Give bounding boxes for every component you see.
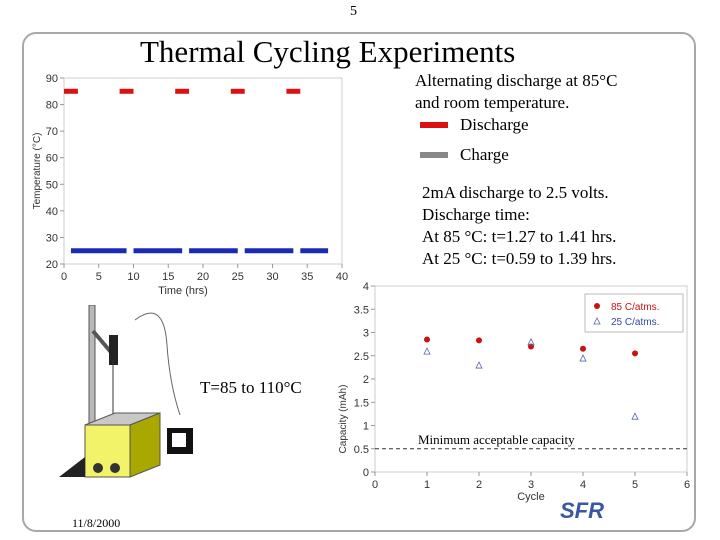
specs-block: 2mA discharge to 2.5 volts. Discharge ti… [422, 182, 616, 270]
y-tick-label: 0 [363, 467, 369, 479]
y-tick-label: 30 [46, 232, 58, 244]
plot-area [63, 77, 343, 265]
y-tick-label: 60 [46, 153, 58, 165]
y-tick-label: 0.5 [354, 444, 369, 456]
oven-front [84, 424, 131, 478]
y-tick-label: 3 [363, 328, 369, 340]
x-tick-label: 4 [580, 479, 586, 491]
point-25c [579, 354, 587, 362]
y-axis-label: Capacity (mAh) [338, 385, 349, 454]
x-tick-label: 5 [632, 479, 638, 491]
x-axis-label: Cycle [517, 491, 545, 503]
slide-title: Thermal Cycling Experiments [140, 34, 516, 69]
description-line-1: Alternating discharge at 85°C [415, 71, 618, 90]
y-tick-label: 90 [46, 73, 58, 85]
knob-right [110, 463, 120, 473]
legend-label-85c: 85 C/atms. [611, 302, 659, 313]
x-tick-label: 30 [266, 271, 278, 283]
description-block: Alternating discharge at 85°C and room t… [415, 70, 705, 166]
legend-discharge: Discharge [415, 114, 705, 136]
sfr-logo: SFR [560, 498, 604, 523]
temperature-chart: 0 5 10 15 20 25 30 35 40 20 30 40 50 60 70 80 90 Time (hr… [32, 73, 348, 297]
temperature-range-label: T=85 to 110°C [200, 378, 302, 397]
min-capacity-label: Minimum acceptable capacity [418, 432, 575, 447]
x-tick-label: 2 [476, 479, 482, 491]
charge-swatch [420, 152, 448, 158]
y-tick-label: 2.5 [354, 351, 369, 363]
capacity-chart: 0 1 2 3 4 5 6 0 0.5 1 1.5 2 2.5 3 3.5 4 Cycle Capacity (m… [338, 281, 690, 503]
point-85c [424, 336, 430, 343]
point-25c [631, 412, 639, 420]
y-tick-label: 50 [46, 179, 58, 191]
specs-line-2: Discharge time: [422, 205, 530, 224]
specs-line-4: At 25 °C: t=0.59 to 1.39 hrs. [422, 249, 617, 268]
x-tick-label: 0 [372, 479, 378, 491]
slide-date: 11/8/2000 [72, 516, 121, 530]
x-tick-label: 20 [197, 271, 209, 283]
legend-label-25c: 25 C/atms. [611, 317, 659, 328]
point-85c [632, 350, 638, 357]
discharge-swatch [420, 122, 448, 128]
page-number: 5 [350, 4, 357, 19]
y-tick-label: 20 [46, 259, 58, 271]
controller-display [172, 433, 186, 447]
point-85c [476, 337, 482, 344]
legend-charge-label: Charge [460, 145, 509, 164]
y-tick-label: 1 [363, 421, 369, 433]
wire [134, 312, 181, 416]
legend-charge: Charge [415, 144, 705, 166]
y-tick-label: 4 [363, 281, 369, 293]
apparatus-illustration [59, 305, 193, 478]
x-tick-label: 5 [96, 271, 102, 283]
y-tick-label: 1.5 [354, 397, 369, 409]
legend-marker-85c [594, 303, 600, 309]
legend-discharge-label: Discharge [460, 115, 529, 134]
knob-left [93, 463, 103, 473]
point-25c [527, 337, 535, 346]
clamp-head [109, 335, 118, 365]
slide-frame [22, 32, 696, 532]
x-tick-label: 0 [61, 271, 67, 283]
specs-line-3: At 85 °C: t=1.27 to 1.41 hrs. [422, 227, 617, 246]
x-tick-label: 25 [232, 271, 244, 283]
point-25c [423, 347, 431, 355]
stand-base [59, 457, 85, 477]
y-tick-label: 70 [46, 126, 58, 138]
y-tick-label: 2 [363, 374, 369, 386]
x-tick-label: 35 [301, 271, 313, 283]
y-tick-label: 3.5 [354, 304, 369, 316]
legend-box [584, 293, 684, 333]
x-tick-label: 6 [684, 479, 690, 491]
legend-marker-25c [593, 317, 601, 325]
x-tick-label: 15 [162, 271, 174, 283]
x-axis-label: Time (hrs) [158, 285, 208, 297]
point-85c [580, 345, 586, 352]
y-tick-label: 40 [46, 206, 58, 218]
x-tick-label: 3 [528, 479, 534, 491]
x-tick-label: 10 [127, 271, 139, 283]
x-tick-label: 1 [424, 479, 430, 491]
point-85c [528, 343, 534, 350]
specs-line-1: 2mA discharge to 2.5 volts. [422, 183, 609, 202]
point-25c [475, 361, 483, 369]
description-line-2: and room temperature. [415, 93, 570, 112]
x-tick-label: 40 [336, 271, 348, 283]
y-tick-label: 80 [46, 100, 58, 112]
y-axis-label: Temperature (°C) [32, 133, 43, 210]
